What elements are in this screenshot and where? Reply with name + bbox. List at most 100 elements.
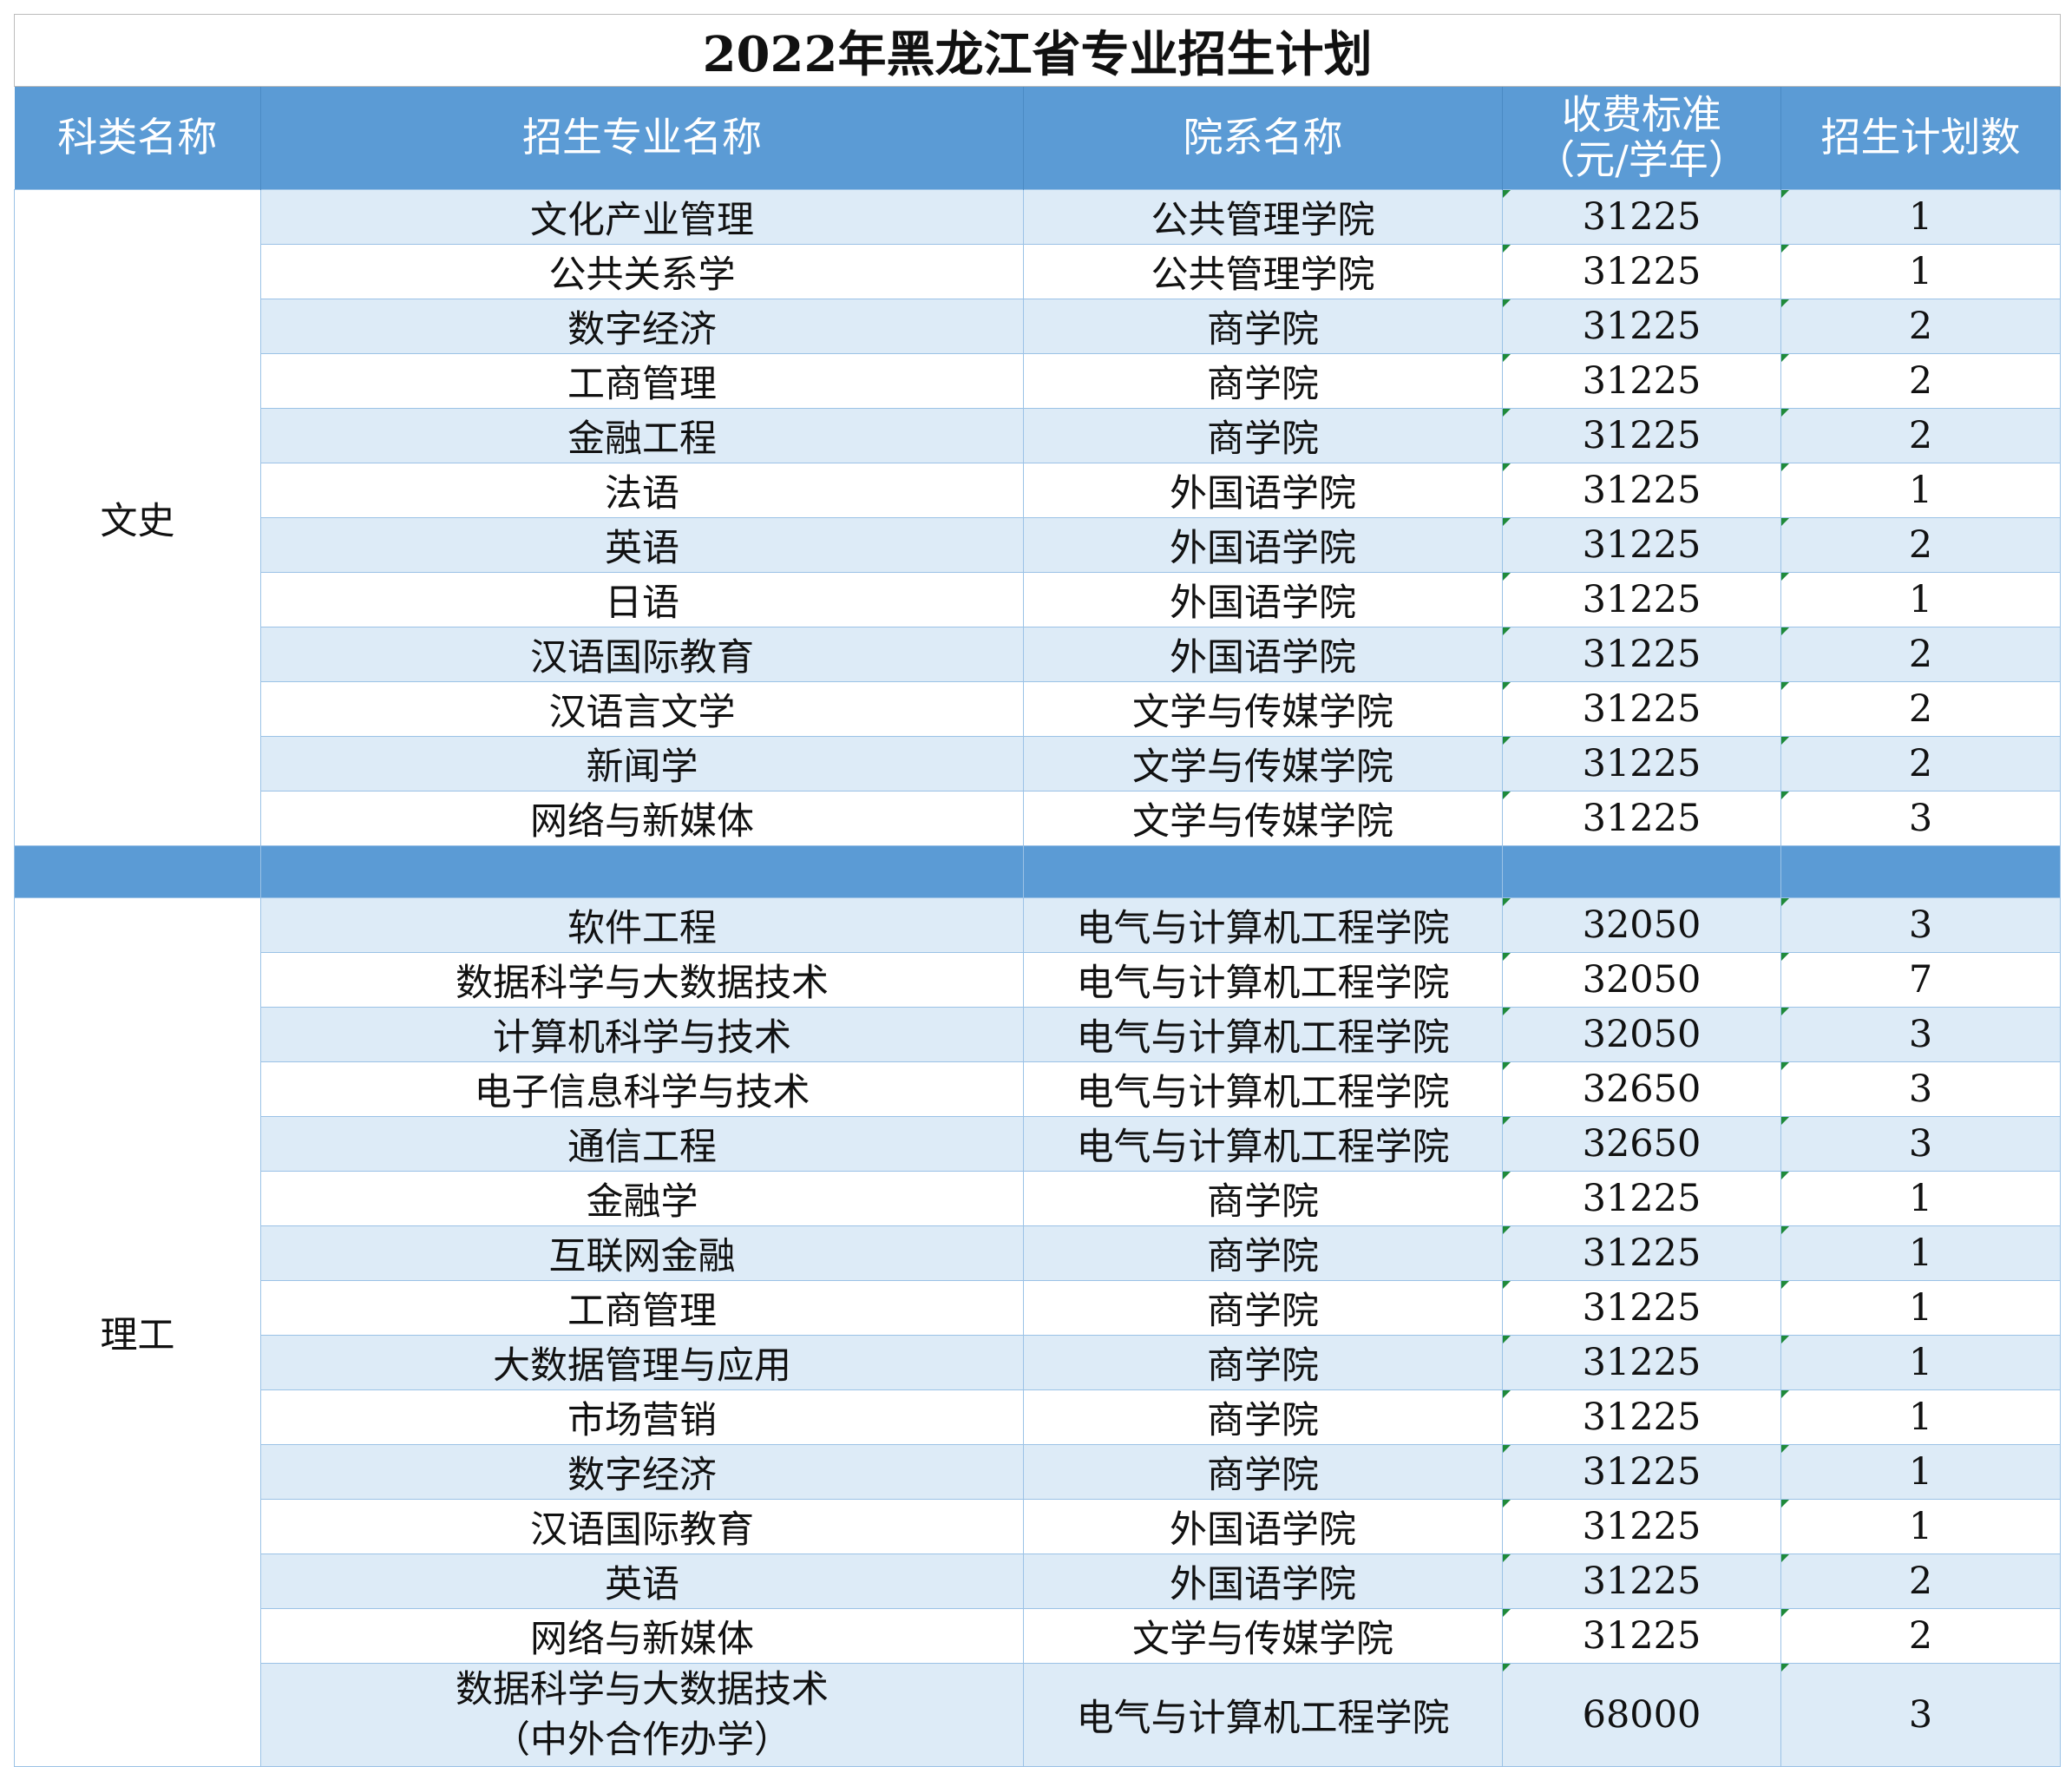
plan-cell: 1 — [1780, 1335, 2062, 1390]
table-row: 汉语言文学 文学与传媒学院 31225 2 — [15, 681, 2062, 737]
fee-cell: 31225 — [1502, 299, 1781, 354]
table-row: 文史 文化产业管理 公共管理学院 31225 1 — [14, 189, 2062, 846]
table-row: 计算机科学与技术 电气与计算机工程学院 32050 3 — [15, 1007, 2062, 1062]
header-fee: 收费标准 （元/学年） — [1502, 86, 1781, 190]
plan-cell: 1 — [1780, 463, 2062, 518]
department-cell: 文学与传媒学院 — [1023, 1608, 1503, 1664]
separator-cell — [260, 845, 1024, 898]
table-body: 文史 文化产业管理 公共管理学院 31225 1 公共关系学 公共管理学院 31225 1 数字经… — [14, 189, 2062, 1767]
plan-cell: 1 — [1780, 1389, 2062, 1445]
table-row: 新闻学 文学与传媒学院 31225 2 — [15, 736, 2062, 792]
plan-cell: 3 — [1780, 1007, 2062, 1062]
table-row: 理工 软件工程 电气与计算机工程学院 32050 3 — [14, 897, 2062, 1767]
major-line2: （中外合作办学） — [493, 1718, 791, 1762]
major-cell: 汉语言文学 — [260, 681, 1024, 737]
major-cell: 网络与新媒体 — [260, 1608, 1024, 1664]
table-row: 金融学 商学院 31225 1 — [15, 1171, 2062, 1226]
fee-cell: 31225 — [1502, 1225, 1781, 1281]
plan-cell: 3 — [1780, 1116, 2062, 1172]
department-cell: 商学院 — [1023, 1444, 1503, 1500]
major-cell: 金融工程 — [260, 408, 1024, 463]
table-row: 汉语国际教育 外国语学院 31225 1 — [15, 1499, 2062, 1554]
table-row: 工商管理 商学院 31225 1 — [15, 1280, 2062, 1336]
fee-cell: 32050 — [1502, 1007, 1781, 1062]
department-cell: 外国语学院 — [1023, 517, 1503, 573]
major-cell: 数字经济 — [260, 1444, 1024, 1500]
table-row: 数字经济 商学院 31225 1 — [15, 1444, 2062, 1500]
table-row: 市场营销 商学院 31225 1 — [15, 1389, 2062, 1445]
department-cell: 电气与计算机工程学院 — [1023, 1061, 1503, 1117]
fee-cell: 31225 — [1502, 1280, 1781, 1336]
plan-cell: 3 — [1780, 791, 2062, 846]
major-cell: 工商管理 — [260, 353, 1024, 409]
plan-cell: 1 — [1780, 1171, 2062, 1226]
department-cell: 文学与传媒学院 — [1023, 791, 1503, 846]
fee-cell: 31225 — [1502, 517, 1781, 573]
table-row: 英语 外国语学院 31225 2 — [15, 517, 2062, 573]
fee-cell: 31225 — [1502, 189, 1781, 245]
fee-cell: 31225 — [1502, 1499, 1781, 1554]
table-row: 互联网金融 商学院 31225 1 — [15, 1225, 2062, 1281]
department-cell: 文学与传媒学院 — [1023, 681, 1503, 737]
fee-cell: 31225 — [1502, 681, 1781, 737]
department-cell: 电气与计算机工程学院 — [1023, 952, 1503, 1008]
major-cell: 通信工程 — [260, 1116, 1024, 1172]
table-row: 电子信息科学与技术 电气与计算机工程学院 32650 3 — [15, 1061, 2062, 1117]
major-cell: 文化产业管理 — [260, 189, 1024, 245]
department-cell: 外国语学院 — [1023, 463, 1503, 518]
fee-cell: 31225 — [1502, 1608, 1781, 1664]
plan-cell: 2 — [1780, 408, 2062, 463]
separator-cell — [14, 845, 261, 898]
major-cell: 数据科学与大数据技术 — [260, 952, 1024, 1008]
plan-cell: 1 — [1780, 244, 2062, 299]
major-cell: 汉语国际教育 — [260, 1499, 1024, 1554]
plan-cell: 2 — [1780, 681, 2062, 737]
table-row: 法语 外国语学院 31225 1 — [15, 463, 2062, 518]
fee-cell: 31225 — [1502, 244, 1781, 299]
department-cell: 商学院 — [1023, 1171, 1503, 1226]
plan-cell: 2 — [1780, 736, 2062, 792]
department-cell: 商学院 — [1023, 299, 1503, 354]
major-cell: 大数据管理与应用 — [260, 1335, 1024, 1390]
fee-cell: 31225 — [1502, 627, 1781, 682]
major-cell: 公共关系学 — [260, 244, 1024, 299]
plan-cell: 2 — [1780, 517, 2062, 573]
department-cell: 外国语学院 — [1023, 572, 1503, 627]
table-row: 通信工程 电气与计算机工程学院 32650 3 — [15, 1116, 2062, 1172]
major-line1: 数据科学与大数据技术 — [456, 1667, 829, 1711]
header-department: 院系名称 — [1023, 86, 1503, 190]
department-cell: 商学院 — [1023, 1225, 1503, 1281]
header-row: 科类名称 招生专业名称 院系名称 收费标准 （元/学年） 招生计划数 — [14, 86, 2062, 190]
major-cell: 工商管理 — [260, 1280, 1024, 1336]
header-fee-line1: 收费标准 — [1562, 91, 1721, 139]
plan-cell: 3 — [1780, 1663, 2062, 1767]
plan-cell: 1 — [1780, 189, 2062, 245]
fee-cell: 31225 — [1502, 463, 1781, 518]
header-major: 招生专业名称 — [260, 86, 1024, 190]
department-cell: 商学院 — [1023, 353, 1503, 409]
plan-cell: 2 — [1780, 627, 2062, 682]
plan-cell: 1 — [1780, 572, 2062, 627]
table-row: 数字经济 商学院 31225 2 — [15, 299, 2062, 354]
table-row: 大数据管理与应用 商学院 31225 1 — [15, 1335, 2062, 1390]
spreadsheet: 2022年黑龙江省专业招生计划 科类名称 招生专业名称 院系名称 收费标准 （元… — [13, 14, 2062, 1767]
major-cell: 数据科学与大数据技术 （中外合作办学） — [260, 1663, 1024, 1767]
fee-cell: 31225 — [1502, 736, 1781, 792]
table-row: 数据科学与大数据技术 电气与计算机工程学院 32050 7 — [15, 952, 2062, 1008]
separator-cell — [1023, 845, 1503, 898]
enrollment-plan-table: 2022年黑龙江省专业招生计划 科类名称 招生专业名称 院系名称 收费标准 （元… — [13, 14, 2062, 1767]
header-plan: 招生计划数 — [1780, 86, 2062, 190]
major-cell: 电子信息科学与技术 — [260, 1061, 1024, 1117]
major-cell: 计算机科学与技术 — [260, 1007, 1024, 1062]
fee-cell: 32650 — [1502, 1061, 1781, 1117]
plan-cell: 1 — [1780, 1225, 2062, 1281]
plan-cell: 2 — [1780, 1554, 2062, 1609]
fee-cell: 31225 — [1502, 1171, 1781, 1226]
fee-cell: 31225 — [1502, 408, 1781, 463]
major-cell: 新闻学 — [260, 736, 1024, 792]
department-cell: 文学与传媒学院 — [1023, 736, 1503, 792]
department-cell: 公共管理学院 — [1023, 244, 1503, 299]
plan-cell: 2 — [1780, 1608, 2062, 1664]
table-title: 2022年黑龙江省专业招生计划 — [13, 14, 2062, 87]
department-cell: 外国语学院 — [1023, 1499, 1503, 1554]
